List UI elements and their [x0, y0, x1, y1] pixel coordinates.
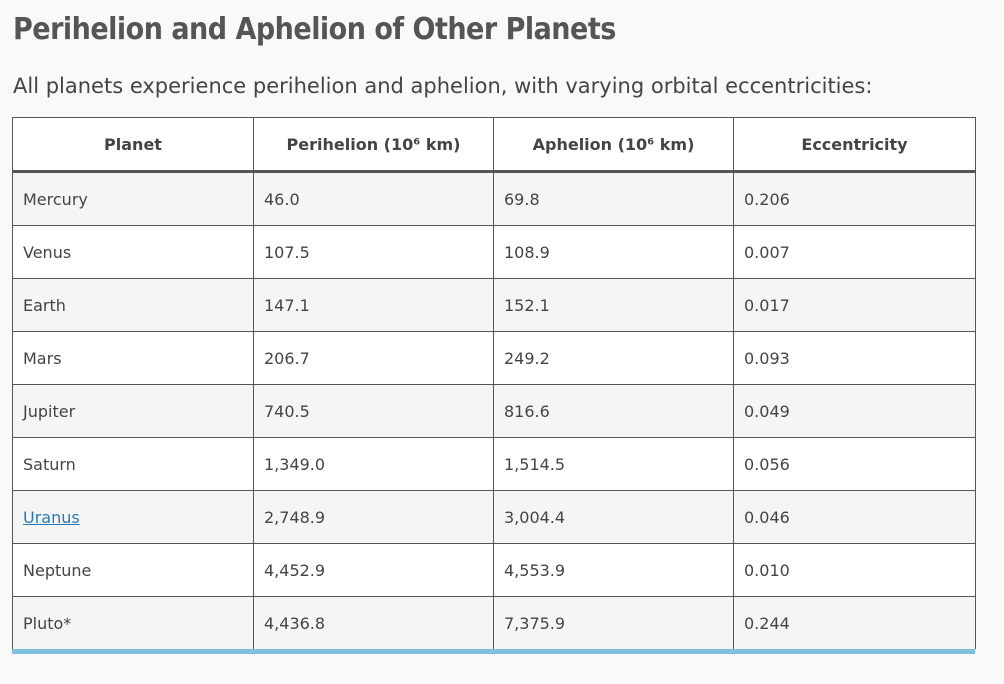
cell-eccentricity: 0.046	[733, 490, 976, 544]
planets-table: Planet Perihelion (10⁶ km) Aphelion (10⁶…	[12, 117, 976, 649]
cell-planet: Neptune	[12, 543, 254, 597]
page-title: Perihelion and Aphelion of Other Planets	[13, 12, 616, 47]
uranus-link[interactable]: Uranus	[23, 507, 80, 527]
cell-perihelion: 206.7	[253, 331, 494, 385]
table-row: Venus 107.5 108.9 0.007	[12, 225, 976, 279]
header-planet: Planet	[12, 117, 254, 173]
cell-planet: Uranus	[12, 490, 254, 544]
header-perihelion: Perihelion (10⁶ km)	[253, 117, 494, 173]
cell-planet: Jupiter	[12, 384, 254, 438]
table-row: Neptune 4,452.9 4,553.9 0.010	[12, 543, 976, 597]
cell-eccentricity: 0.010	[733, 543, 976, 597]
cell-eccentricity: 0.017	[733, 278, 976, 332]
cell-eccentricity: 0.206	[733, 171, 976, 226]
table-row: Earth 147.1 152.1 0.017	[12, 278, 976, 332]
cell-planet: Venus	[12, 225, 254, 279]
table-row: Jupiter 740.5 816.6 0.049	[12, 384, 976, 438]
cell-perihelion: 107.5	[253, 225, 494, 279]
cell-eccentricity: 0.056	[733, 437, 976, 491]
intro-text: All planets experience perihelion and ap…	[13, 74, 873, 98]
cell-planet: Earth	[12, 278, 254, 332]
cell-planet: Saturn	[12, 437, 254, 491]
cell-perihelion: 1,349.0	[253, 437, 494, 491]
table-body: Mercury 46.0 69.8 0.206 Venus 107.5 108.…	[12, 171, 976, 649]
cell-perihelion: 2,748.9	[253, 490, 494, 544]
cell-planet: Mars	[12, 331, 254, 385]
cell-eccentricity: 0.093	[733, 331, 976, 385]
cell-aphelion: 69.8	[493, 171, 734, 226]
cell-aphelion: 108.9	[493, 225, 734, 279]
header-eccentricity: Eccentricity	[733, 117, 976, 173]
table-row: Mars 206.7 249.2 0.093	[12, 331, 976, 385]
cell-perihelion: 4,452.9	[253, 543, 494, 597]
cell-eccentricity: 0.244	[733, 596, 976, 649]
cell-aphelion: 1,514.5	[493, 437, 734, 491]
table-row: Uranus 2,748.9 3,004.4 0.046	[12, 490, 976, 544]
cell-planet: Pluto*	[12, 596, 254, 649]
cell-eccentricity: 0.049	[733, 384, 976, 438]
cell-aphelion: 249.2	[493, 331, 734, 385]
cell-eccentricity: 0.007	[733, 225, 976, 279]
table-header-row: Planet Perihelion (10⁶ km) Aphelion (10⁶…	[12, 117, 976, 173]
cell-perihelion: 740.5	[253, 384, 494, 438]
planets-table-container: Planet Perihelion (10⁶ km) Aphelion (10⁶…	[12, 117, 976, 654]
cell-aphelion: 816.6	[493, 384, 734, 438]
cell-perihelion: 46.0	[253, 171, 494, 226]
cell-aphelion: 152.1	[493, 278, 734, 332]
cell-aphelion: 3,004.4	[493, 490, 734, 544]
cell-aphelion: 4,553.9	[493, 543, 734, 597]
cell-perihelion: 147.1	[253, 278, 494, 332]
cell-aphelion: 7,375.9	[493, 596, 734, 649]
header-aphelion: Aphelion (10⁶ km)	[493, 117, 734, 173]
table-header: Planet Perihelion (10⁶ km) Aphelion (10⁶…	[12, 117, 976, 173]
table-row: Pluto* 4,436.8 7,375.9 0.244	[12, 596, 976, 649]
cell-perihelion: 4,436.8	[253, 596, 494, 649]
table-bottom-accent-bar	[12, 649, 975, 654]
table-row: Mercury 46.0 69.8 0.206	[12, 171, 976, 226]
table-row: Saturn 1,349.0 1,514.5 0.056	[12, 437, 976, 491]
cell-planet: Mercury	[12, 171, 254, 226]
